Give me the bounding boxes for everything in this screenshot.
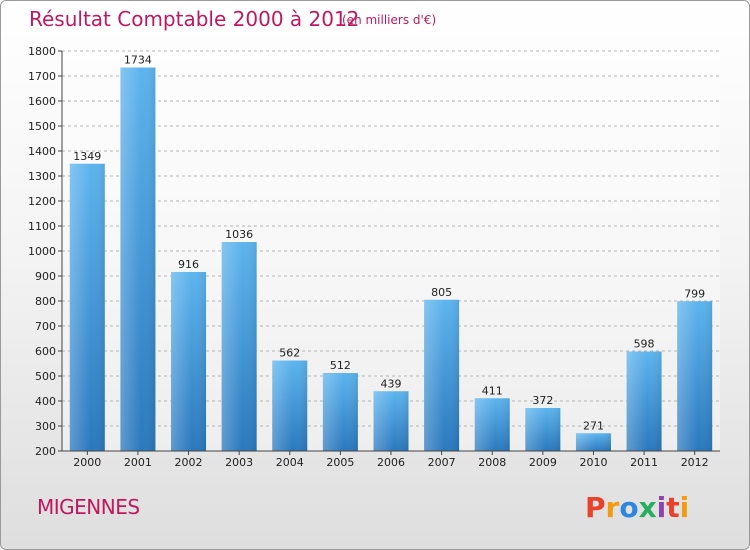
- y-tick-label: 1300: [28, 170, 56, 183]
- logo-letter: t: [666, 491, 679, 524]
- value-label-2011: 598: [634, 338, 655, 351]
- y-tick-label: 500: [35, 370, 56, 383]
- y-tick-label: 1200: [28, 195, 56, 208]
- x-tick-label-2012: 2012: [681, 456, 709, 469]
- y-tick-label: 1400: [28, 145, 56, 158]
- bars: 1349 1734 916 1036 562 512 439 805 411 372 271 598 7…: [69, 54, 713, 451]
- bar-shine-2011: [626, 351, 662, 451]
- bar-shine-2004: [272, 360, 308, 451]
- x-tick-label-2001: 2001: [124, 456, 152, 469]
- location-name: MIGENNES: [37, 495, 140, 519]
- chart-subtitle: (en milliers d'€): [342, 13, 437, 27]
- proxiti-logo: Proxiti: [585, 491, 689, 524]
- logo-letter: i: [680, 491, 690, 524]
- bar-shine-2006: [373, 391, 409, 451]
- y-tick-label: 400: [35, 395, 56, 408]
- x-tick-label-2010: 2010: [579, 456, 607, 469]
- logo-wordmark: Proxiti: [585, 491, 689, 524]
- x-tick-label-2007: 2007: [428, 456, 456, 469]
- x-tick-label-2002: 2002: [175, 456, 203, 469]
- bar-shine-2012: [677, 301, 713, 451]
- bar-shine-2008: [474, 398, 510, 451]
- value-label-2003: 1036: [225, 228, 253, 241]
- y-tick-label: 1000: [28, 245, 56, 258]
- value-label-2005: 512: [330, 359, 351, 372]
- bar-shine-2000: [69, 163, 105, 451]
- x-tick-label-2011: 2011: [630, 456, 658, 469]
- logo-letter: P: [585, 491, 606, 524]
- logo-letter: x: [639, 491, 657, 524]
- value-label-2012: 799: [684, 287, 705, 300]
- logo-letter: o: [619, 491, 638, 524]
- y-tick-label: 1500: [28, 120, 56, 133]
- value-label-2006: 439: [381, 377, 402, 390]
- x-tick-label-2004: 2004: [276, 456, 304, 469]
- value-label-2010: 271: [583, 419, 604, 432]
- logo-letter: r: [606, 491, 620, 524]
- x-tick-label-2008: 2008: [478, 456, 506, 469]
- x-tick-label-2005: 2005: [326, 456, 354, 469]
- chart-title: Résultat Comptable 2000 à 2012: [29, 7, 360, 31]
- y-tick-label: 1800: [28, 45, 56, 58]
- logo-letter: i: [657, 491, 667, 524]
- grid-lines: [62, 50, 720, 452]
- value-label-2008: 411: [482, 384, 503, 397]
- bar-shine-2003: [221, 242, 257, 451]
- value-label-2000: 1349: [73, 150, 101, 163]
- bar-shine-2005: [322, 373, 358, 451]
- axes: 200 300 400 500 600 700 800 900 1000 1100 1200 1300…: [28, 45, 720, 469]
- x-tick-label-2003: 2003: [225, 456, 253, 469]
- y-tick-label: 600: [35, 345, 56, 358]
- bar-shine-2002: [171, 272, 207, 451]
- y-tick-label: 900: [35, 270, 56, 283]
- value-label-2004: 562: [279, 347, 300, 360]
- bar-shine-2007: [424, 299, 460, 451]
- value-label-2007: 805: [431, 286, 452, 299]
- value-label-2002: 916: [178, 258, 199, 271]
- value-label-2001: 1734: [124, 54, 152, 67]
- y-tick-label: 300: [35, 420, 56, 433]
- y-tick-label: 1600: [28, 95, 56, 108]
- y-tick-label: 200: [35, 445, 56, 458]
- y-tick-label: 1700: [28, 70, 56, 83]
- x-tick-label-2009: 2009: [529, 456, 557, 469]
- y-tick-label: 700: [35, 320, 56, 333]
- x-tick-label-2000: 2000: [73, 456, 101, 469]
- y-tick-label: 1100: [28, 220, 56, 233]
- x-tick-label-2006: 2006: [377, 456, 405, 469]
- bar-shine-2009: [525, 408, 561, 451]
- bar-shine-2010: [575, 433, 611, 451]
- y-tick-label: 800: [35, 295, 56, 308]
- bar-shine-2001: [120, 67, 156, 451]
- value-label-2009: 372: [532, 394, 553, 407]
